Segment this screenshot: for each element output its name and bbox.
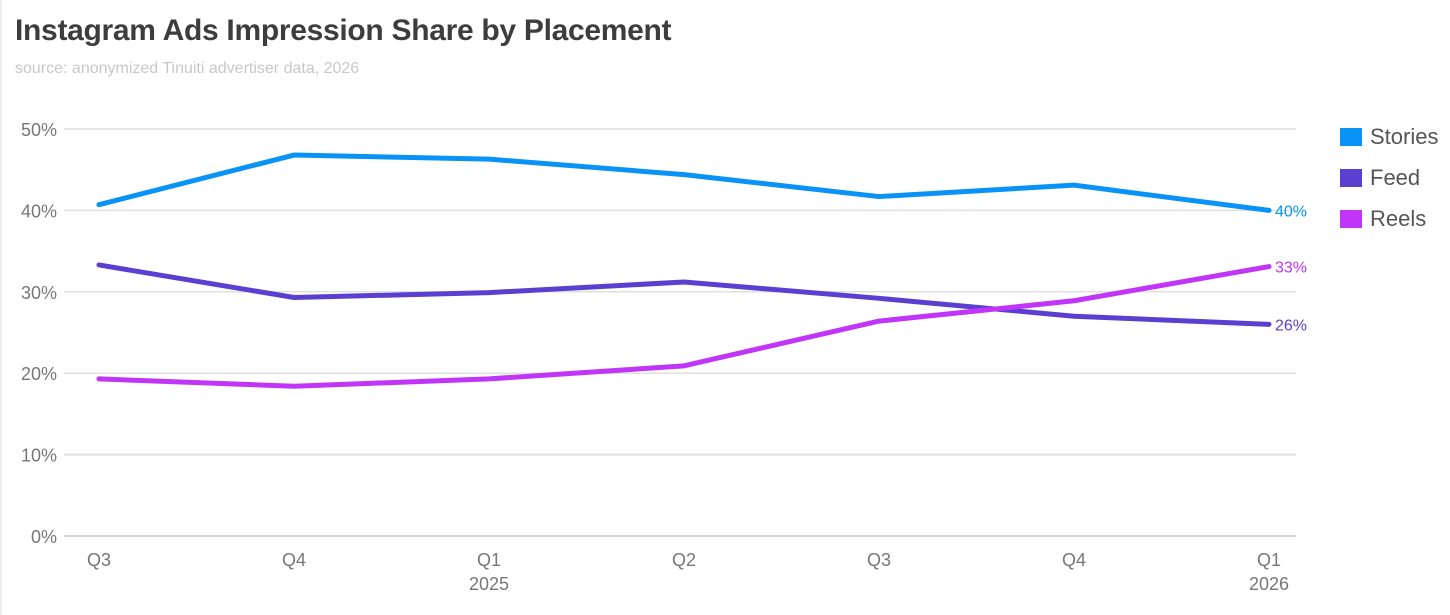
y-tick-label: 10% bbox=[21, 446, 57, 466]
chart-subtitle: source: anonymized Tinuiti advertiser da… bbox=[15, 60, 360, 77]
y-tick-label: 50% bbox=[21, 120, 57, 140]
end-label-reels: 33% bbox=[1275, 260, 1307, 277]
x-tick-label: Q3 bbox=[87, 550, 111, 570]
y-tick-label: 30% bbox=[21, 283, 57, 303]
x-tick-label: Q3 bbox=[867, 550, 891, 570]
x-tick-year-label: 2025 bbox=[469, 574, 509, 594]
chart-title: Instagram Ads Impression Share by Placem… bbox=[15, 14, 672, 47]
x-tick-label: Q1 bbox=[1257, 550, 1281, 570]
legend-swatch bbox=[1340, 209, 1362, 228]
x-tick-label: Q1 bbox=[477, 550, 501, 570]
legend-item-reels: Reels bbox=[1340, 198, 1438, 239]
end-label-stories: 40% bbox=[1275, 203, 1307, 220]
series-line-reels bbox=[96, 264, 1272, 389]
x-tick-label: Q2 bbox=[672, 550, 696, 570]
x-tick-label: Q4 bbox=[1062, 550, 1086, 570]
end-label-feed: 26% bbox=[1275, 317, 1307, 334]
x-tick-label: Q4 bbox=[282, 550, 306, 570]
legend: Stories Feed Reels bbox=[1340, 116, 1438, 239]
x-tick-year-label: 2026 bbox=[1249, 574, 1289, 594]
legend-item-stories: Stories bbox=[1340, 116, 1438, 157]
y-tick-label: 20% bbox=[21, 364, 57, 384]
legend-swatch bbox=[1340, 127, 1362, 146]
y-tick-label: 0% bbox=[31, 527, 57, 547]
legend-swatch bbox=[1340, 168, 1362, 187]
legend-label: Stories bbox=[1370, 123, 1439, 149]
legend-label: Reels bbox=[1370, 205, 1427, 231]
series-line-stories bbox=[96, 152, 1272, 213]
y-tick-label: 40% bbox=[21, 201, 57, 221]
series-line-feed bbox=[96, 262, 1272, 327]
legend-item-feed: Feed bbox=[1340, 157, 1438, 198]
legend-label: Feed bbox=[1370, 164, 1421, 190]
